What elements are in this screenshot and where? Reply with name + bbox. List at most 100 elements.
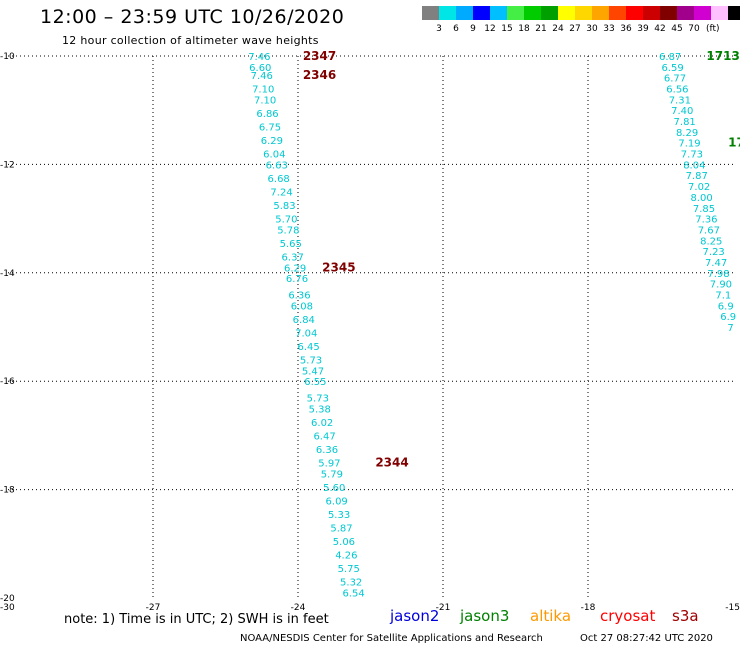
y-tick-label: -18	[0, 486, 15, 496]
timestamp-text: Oct 27 08:27:42 UTC 2020	[580, 633, 713, 644]
legend-swatch	[473, 6, 490, 20]
swh-data-point: 6.60	[249, 63, 271, 74]
swh-data-point: 7.40	[671, 106, 693, 117]
credit-text: NOAA/NESDIS Center for Satellite Applica…	[240, 633, 543, 644]
legend-swatch	[490, 6, 507, 20]
pass-time-label: 2347	[303, 49, 336, 63]
swh-data-point: 5.06	[333, 537, 355, 548]
y-tick-label: -20	[0, 594, 15, 604]
legend-label: 33	[603, 24, 615, 34]
swh-data-point: 5.70	[275, 215, 297, 226]
swh-data-point: 5.87	[330, 524, 352, 535]
legend-swatch	[728, 6, 740, 20]
swh-data-point: 6.45	[298, 342, 320, 353]
swh-data-point: 5.83	[273, 201, 295, 212]
legend-label: 70	[688, 24, 700, 34]
legend-label: 3	[436, 24, 442, 34]
swh-data-point: 6.68	[268, 174, 290, 185]
swh-data-point: 7.73	[681, 150, 703, 161]
swh-data-point: 7.04	[295, 328, 317, 339]
swh-data-point: 6.08	[291, 301, 313, 312]
swh-data-point: 6.36	[316, 445, 338, 456]
y-tick-label: -16	[0, 377, 15, 387]
swh-data-point: 7.1	[715, 290, 731, 301]
pass-time-label: 2344	[375, 456, 408, 470]
legend-altika: altika	[530, 607, 572, 625]
swh-data-point: 5.73	[300, 356, 322, 367]
legend-swatch	[609, 6, 626, 20]
swh-data-point: 7.85	[693, 204, 715, 215]
swh-data-point: 7	[727, 323, 733, 334]
x-tick-label: -15	[725, 603, 740, 613]
legend-label: 12	[484, 24, 496, 34]
swh-data-point: 5.38	[309, 404, 331, 415]
legend-unit: (ft)	[706, 24, 720, 34]
pass-time-label: 2346	[303, 68, 336, 82]
swh-data-point: 6.87	[659, 52, 681, 63]
chart-subtitle: 12 hour collection of altimeter wave hei…	[62, 34, 319, 47]
swh-data-point: 6.09	[326, 496, 348, 507]
swh-data-point: 7.47	[705, 258, 727, 269]
swh-data-point: 6.84	[293, 315, 315, 326]
y-tick-label: -14	[0, 269, 15, 279]
swh-data-point: 5.47	[302, 366, 324, 377]
x-tick-label: -18	[581, 603, 596, 613]
swh-data-point: 7.10	[254, 95, 276, 106]
swh-data-point: 7.67	[698, 225, 720, 236]
swh-data-point: 6.29	[261, 136, 283, 147]
swh-data-point: 7.36	[695, 215, 717, 226]
swh-data-point: 8.00	[690, 193, 712, 204]
swh-data-point: 5.97	[318, 459, 340, 470]
legend-cryosat: cryosat	[600, 607, 656, 625]
swh-data-point: 6.9	[718, 301, 734, 312]
legend-label: 15	[501, 24, 513, 34]
x-tick-label: -24	[291, 603, 306, 613]
swh-data-point: 5.73	[307, 393, 329, 404]
legend-swatch	[541, 6, 558, 20]
swh-data-point: 6.56	[666, 85, 688, 96]
swh-data-point: 6.86	[256, 109, 278, 120]
swh-data-point: 7.81	[674, 117, 696, 128]
legend-label: 18	[518, 24, 530, 34]
swh-data-point: 5.79	[321, 469, 343, 480]
legend-swatch	[575, 6, 592, 20]
swh-data-point: 6.04	[263, 150, 285, 161]
legend-swatch	[558, 6, 575, 20]
x-tick-label: -21	[436, 603, 451, 613]
swh-data-point: 4.26	[335, 551, 357, 562]
swh-data-point: 7.46	[248, 52, 270, 63]
pass-time-label: 1714	[728, 136, 740, 150]
swh-data-point: 8.29	[676, 128, 698, 139]
swh-data-point: 5.75	[338, 564, 360, 575]
swh-data-point: 7.23	[703, 247, 725, 258]
swh-data-point: 6.36	[288, 290, 310, 301]
swh-data-point: 5.60	[323, 483, 345, 494]
legend-swatch	[694, 6, 711, 20]
swh-data-point: 8.04	[683, 160, 705, 171]
legend-swatch	[507, 6, 524, 20]
swh-data-point: 6.77	[664, 74, 686, 85]
legend-jason2: jason2	[390, 607, 440, 625]
note-text: note: 1) Time is in UTC; 2) SWH is in fe…	[64, 612, 329, 627]
legend-swatch	[592, 6, 609, 20]
legend-label: 6	[453, 24, 459, 34]
swh-data-point: 5.32	[340, 578, 362, 589]
swh-data-point: 6.29	[284, 263, 306, 274]
y-tick-label: -12	[0, 160, 15, 170]
swh-data-point: 6.9	[720, 312, 736, 323]
swh-data-point: 6.54	[342, 589, 364, 600]
swh-data-point: 6.59	[661, 63, 683, 74]
swh-data-point: 7.90	[710, 280, 732, 291]
legend-label: 45	[671, 24, 683, 34]
legend-label: 24	[552, 24, 564, 34]
swh-data-point: 7.87	[686, 171, 708, 182]
swh-data-point: 7.31	[669, 95, 691, 106]
swh-data-point: 6.47	[313, 431, 335, 442]
legend-swatch	[643, 6, 660, 20]
legend-s3a: s3a	[672, 607, 699, 625]
legend-jason3: jason3	[460, 607, 510, 625]
legend-swatch	[660, 6, 677, 20]
swh-data-point: 7.10	[252, 85, 274, 96]
legend-swatch	[711, 6, 728, 20]
